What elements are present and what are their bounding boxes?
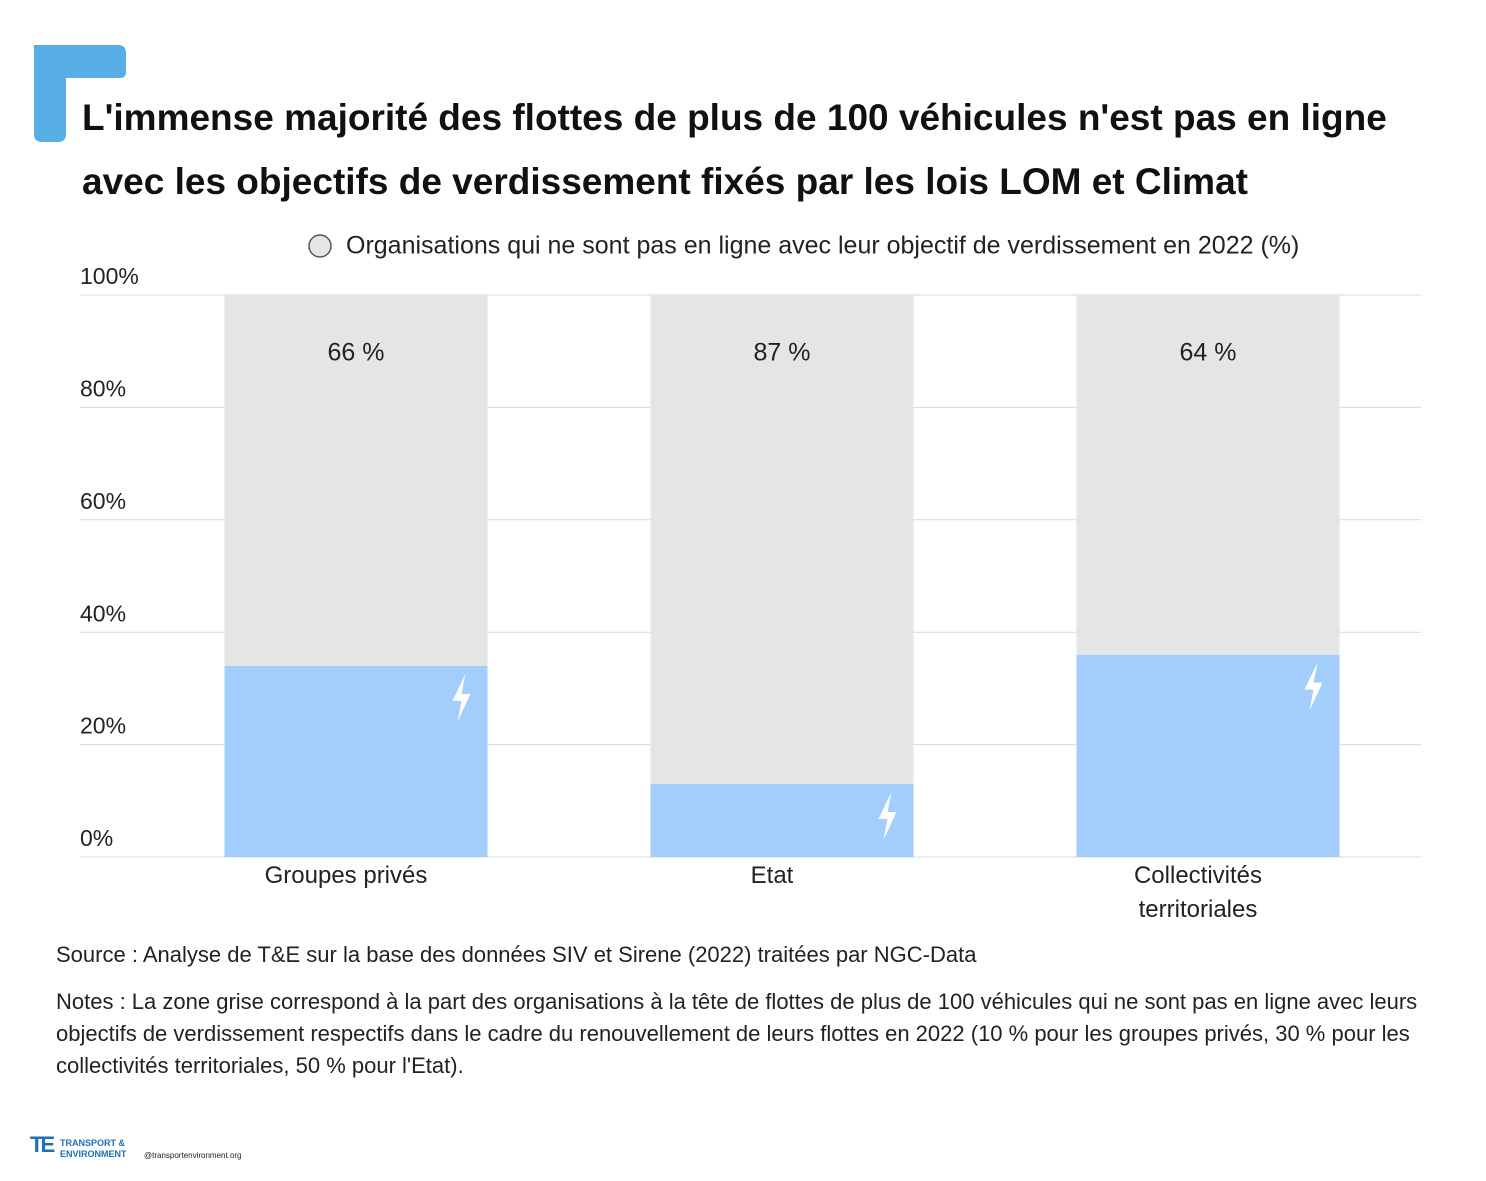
x-tick-label: Groupes privés (264, 862, 428, 889)
x-tick-label: Collectivités territoriales (1133, 862, 1263, 923)
value-label: 87 % (754, 339, 811, 367)
bar-segment (1076, 654, 1340, 857)
y-tick-label: 100% (80, 263, 139, 289)
chart-title: L'immense majorité des flottes de plus d… (82, 97, 1387, 202)
bolt-icon (878, 791, 897, 840)
legend-label: Organisations qui ne sont pas en ligne a… (346, 232, 1299, 260)
source: Source : Analyse de T&E sur la base des … (56, 942, 977, 967)
logo-line1: TRANSPORT & (60, 1138, 125, 1148)
value-label: 64 % (1180, 339, 1237, 367)
bar-segment (650, 783, 914, 857)
value-label: 66 % (328, 339, 385, 367)
bolt-icon (1304, 662, 1323, 711)
legend-swatch (308, 234, 332, 258)
bolt-icon (452, 673, 471, 722)
bar-segment (1076, 295, 1340, 655)
x-tick-label: Etat (750, 862, 794, 889)
logo-line2: ENVIRONMENT (60, 1149, 127, 1159)
y-tick-label: 40% (80, 600, 126, 626)
bar-segment (224, 665, 488, 857)
y-tick-label: 20% (80, 713, 126, 739)
bar-segment (650, 295, 914, 784)
y-tick-label: 80% (80, 375, 126, 401)
logo-mark: TE (30, 1132, 55, 1157)
bar-segment (224, 295, 488, 666)
y-tick-label: 0% (80, 825, 113, 851)
logo-handle: @transportenvironment.org (144, 1151, 242, 1160)
notes: Notes : La zone grise correspond à la pa… (56, 989, 1418, 1078)
brand-corner (34, 45, 126, 142)
y-tick-label: 60% (80, 488, 126, 514)
